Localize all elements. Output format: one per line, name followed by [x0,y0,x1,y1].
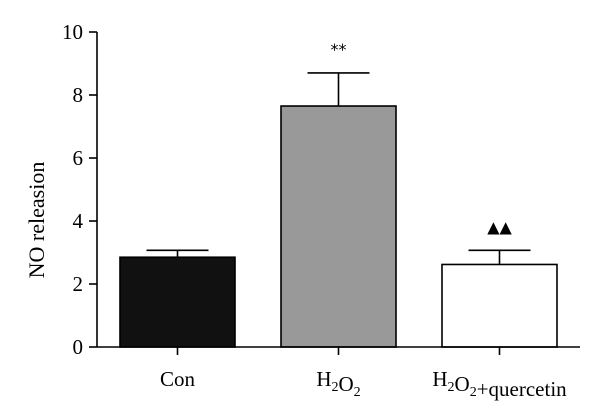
bar [280,105,397,348]
x-axis: Con H2O2 H2O2+quercetin [97,346,580,401]
y-axis-label: NO releasion [24,162,49,279]
x-tick-label: H2O2+quercetin [432,367,567,401]
y-tick-label: 10 [62,20,83,44]
bar [441,263,558,348]
y-tick-label: 0 [73,335,84,359]
y-axis: 0 2 4 6 8 10 [62,20,98,359]
y-tick-label: 6 [73,146,84,170]
y-tick-label: 2 [73,272,84,296]
y-tick-label: 4 [73,209,84,233]
y-tick-label: 8 [73,83,84,107]
x-tick-label: Con [160,367,196,391]
x-tick-label: H2O2 [316,367,360,400]
significance-marker: ** [331,40,347,59]
bar [119,256,236,348]
bars-group: ** ▲▲ [119,40,558,348]
significance-marker: ▲▲ [487,217,512,236]
